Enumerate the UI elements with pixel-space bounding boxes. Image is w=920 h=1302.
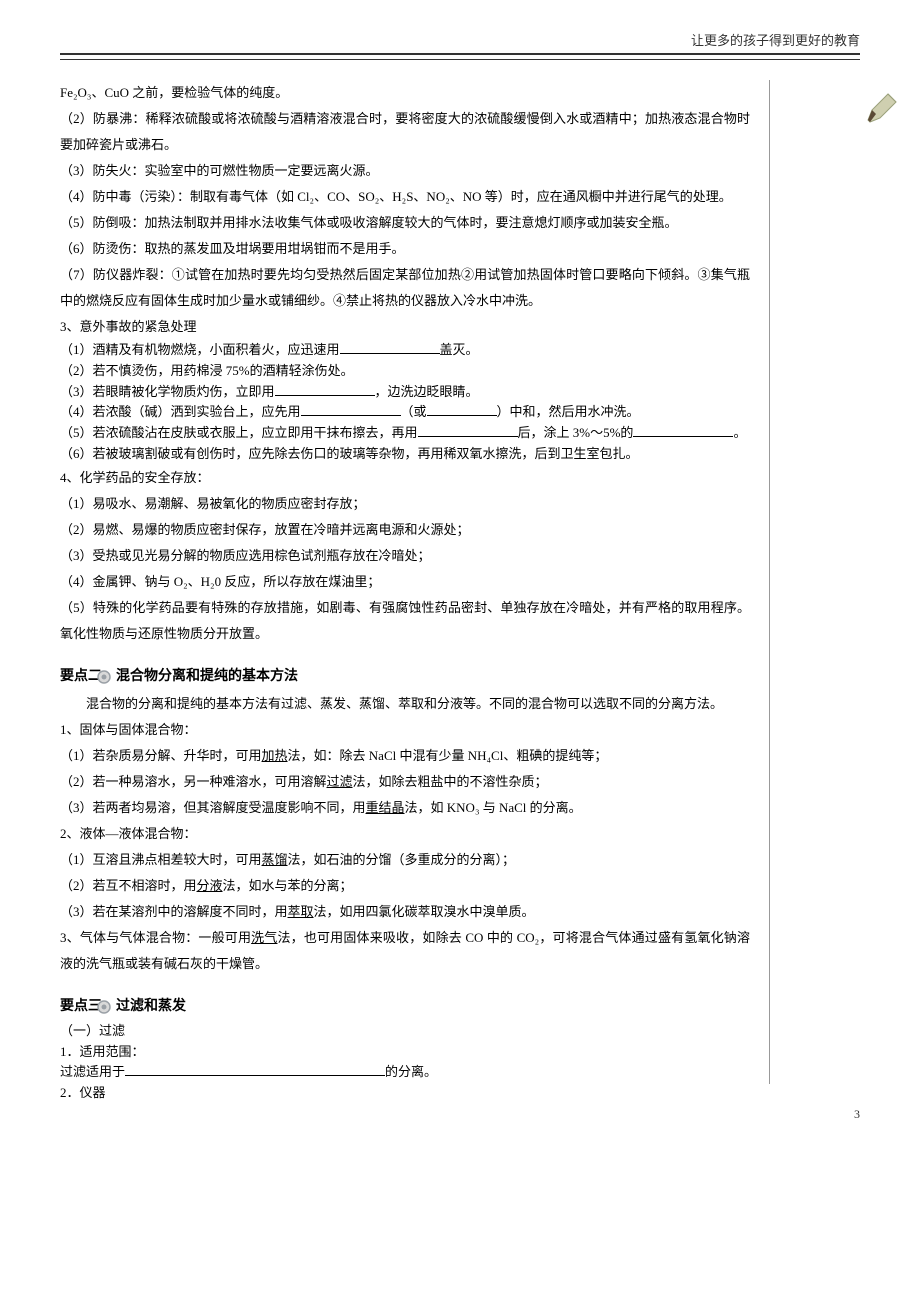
text-fragment: 法，如 KNO₃ 与 NaCl 的分离。	[405, 800, 582, 815]
bullet-marker-icon	[96, 999, 112, 1015]
text-fragment: （4）若浓酸（碱）洒到实验台上，应先用	[60, 404, 301, 419]
blank-field[interactable]	[633, 424, 733, 437]
text-fragment: 法，如除去粗盐中的不溶性杂质；	[353, 774, 548, 789]
body-text: （3）防失火：实验室中的可燃性物质一定要远离火源。	[60, 158, 750, 184]
text-fragment: （3）若眼睛被化学物质灼伤，立即用	[60, 384, 275, 399]
text-fragment: 盖灭。	[440, 342, 479, 357]
text-fragment: （或	[401, 404, 427, 419]
fill-blank-line: （4）若浓酸（碱）洒到实验台上，应先用 （或 ）中和，然后用水冲洗。	[60, 402, 750, 423]
body-text: （6）若被玻璃割破或有创伤时，应先除去伤口的玻璃等杂物，再用稀双氧水擦洗，后到卫…	[60, 444, 750, 465]
underlined-term: 加热	[262, 748, 288, 763]
body-text: （2）易燃、易爆的物质应密封保存，放置在冷暗并远离电源和火源处；	[60, 517, 750, 543]
body-text: （5）防倒吸：加热法制取并用排水法收集气体或吸收溶解度较大的气体时，要注意熄灯顺…	[60, 210, 750, 236]
subheading: 3、意外事故的紧急处理	[60, 314, 750, 340]
fill-blank-line: （1）酒精及有机物燃烧，小面积着火，应迅速用 盖灭。	[60, 340, 750, 361]
header-rule	[60, 59, 860, 60]
body-text: （5）特殊的化学药品要有特殊的存放措施，如剧毒、有强腐蚀性药品密封、单独存放在冷…	[60, 595, 750, 647]
body-text: 2．仪器	[60, 1083, 750, 1104]
vertical-divider	[769, 80, 770, 1084]
header-tagline: 让更多的孩子得到更好的教育	[691, 33, 860, 48]
underlined-term: 洗气	[251, 930, 277, 945]
text-fragment: 后，涂上 3%～5%的	[518, 425, 634, 440]
text-fragment: ）中和，然后用水冲洗。	[497, 404, 640, 419]
text-fragment: （1）互溶且沸点相差较大时，可用	[60, 852, 262, 867]
text-fragment: ，边洗边眨眼睛。	[375, 384, 479, 399]
text-fragment: 法，如水与苯的分离；	[223, 878, 353, 893]
blank-field[interactable]	[427, 403, 497, 416]
text-fragment: （1）酒精及有机物燃烧，小面积着火，应迅速用	[60, 342, 340, 357]
fill-blank-line: （3）若眼睛被化学物质灼伤，立即用 ，边洗边眨眼睛。	[60, 382, 750, 403]
subheading: 1、固体与固体混合物：	[60, 717, 750, 743]
blank-field[interactable]	[301, 403, 401, 416]
body-text: （6）防烫伤：取热的蒸发皿及坩埚要用坩埚钳而不是用手。	[60, 236, 750, 262]
page-header: 让更多的孩子得到更好的教育	[60, 30, 860, 55]
blank-field[interactable]	[340, 341, 440, 354]
text-fragment: （3）若两者均易溶，但其溶解度受温度影响不同，用	[60, 800, 366, 815]
text-fragment: 过滤适用于	[60, 1064, 125, 1079]
underlined-term: 分液	[197, 878, 223, 893]
fill-blank-line: 过滤适用于 的分离。	[60, 1062, 750, 1083]
body-text: Fe₂O₃、CuO 之前，要检验气体的纯度。	[60, 80, 750, 106]
text-fragment: （5）若浓硫酸沾在皮肤或衣服上，应立即用干抹布擦去，再用	[60, 425, 418, 440]
text-fragment: （1）若杂质易分解、升华时，可用	[60, 748, 262, 763]
body-text: （2）若一种易溶水，另一种难溶水，可用溶解过滤法，如除去粗盐中的不溶性杂质；	[60, 769, 750, 795]
pencil-icon	[864, 90, 900, 131]
fill-blank-line: （5）若浓硫酸沾在皮肤或衣服上，应立即用干抹布擦去，再用 后，涂上 3%～5%的 。	[60, 423, 750, 444]
text-fragment: （2）若互不相溶时，用	[60, 878, 197, 893]
body-text: （2）若互不相溶时，用分液法，如水与苯的分离；	[60, 873, 750, 899]
body-text: （4）防中毒（污染）：制取有毒气体（如 Cl₂、CO、SO₂、H₂S、NO₂、N…	[60, 184, 750, 210]
text-fragment: 3、气体与气体混合物：一般可用	[60, 930, 251, 945]
content-column: Fe₂O₃、CuO 之前，要检验气体的纯度。 （2）防暴沸：稀释浓硫酸或将浓硫酸…	[60, 80, 860, 1104]
subheading: 2、液体—液体混合物：	[60, 821, 750, 847]
blank-field[interactable]	[275, 383, 375, 396]
section-title: 要点三：过滤和蒸发	[60, 995, 750, 1015]
text-fragment: 。	[733, 425, 746, 440]
text-fragment: 法，如用四氯化碳萃取溴水中溴单质。	[314, 904, 535, 919]
text-fragment: 法，如：除去 NaCl 中混有少量 NH₄Cl、粗碘的提纯等；	[288, 748, 608, 763]
body-text: （3）若两者均易溶，但其溶解度受温度影响不同，用重结晶法，如 KNO₃ 与 Na…	[60, 795, 750, 821]
underlined-term: 过滤	[327, 774, 353, 789]
body-text: 1．适用范围：	[60, 1042, 750, 1063]
underlined-term: 萃取	[288, 904, 314, 919]
body-text: （3）受热或见光易分解的物质应选用棕色试剂瓶存放在冷暗处；	[60, 543, 750, 569]
body-text: （一）过滤	[60, 1021, 750, 1042]
blank-field[interactable]	[125, 1063, 385, 1076]
body-text: （1）若杂质易分解、升华时，可用加热法，如：除去 NaCl 中混有少量 NH₄C…	[60, 743, 750, 769]
text-fragment: （3）若在某溶剂中的溶解度不同时，用	[60, 904, 288, 919]
body-text: （1）互溶且沸点相差较大时，可用蒸馏法，如石油的分馏（多重成分的分离）；	[60, 847, 750, 873]
bullet-marker-icon	[96, 669, 112, 685]
body-text: （7）防仪器炸裂：①试管在加热时要先均匀受热然后固定某部位加热②用试管加热固体时…	[60, 262, 750, 314]
underlined-term: 重结晶	[366, 800, 405, 815]
blank-field[interactable]	[418, 424, 518, 437]
body-text: （4）金属钾、钠与 O₂、H₂0 反应，所以存放在煤油里；	[60, 569, 750, 595]
body-text: （1）易吸水、易潮解、易被氧化的物质应密封存放；	[60, 491, 750, 517]
page-number: 3	[854, 1107, 860, 1122]
body-text: （3）若在某溶剂中的溶解度不同时，用萃取法，如用四氯化碳萃取溴水中溴单质。	[60, 899, 750, 925]
page: 让更多的孩子得到更好的教育 Fe₂O₃、CuO 之前，要检验气体的纯度。 （2）…	[0, 0, 920, 1134]
text-fragment: 的分离。	[385, 1064, 437, 1079]
body-text: 3、气体与气体混合物：一般可用洗气法，也可用固体来吸收，如除去 CO 中的 CO…	[60, 925, 750, 977]
section-title: 要点二：混合物分离和提纯的基本方法	[60, 665, 750, 685]
subheading: 4、化学药品的安全存放：	[60, 465, 750, 491]
body-text: （2）若不慎烫伤，用药棉浸 75%的酒精轻涂伤处。	[60, 361, 750, 382]
text-fragment: （2）若一种易溶水，另一种难溶水，可用溶解	[60, 774, 327, 789]
body-text: （2）防暴沸：稀释浓硫酸或将浓硫酸与酒精溶液混合时，要将密度大的浓硫酸缓慢倒入水…	[60, 106, 750, 158]
body-text: 混合物的分离和提纯的基本方法有过滤、蒸发、蒸馏、萃取和分液等。不同的混合物可以选…	[60, 691, 750, 717]
underlined-term: 蒸馏	[262, 852, 288, 867]
text-fragment: 法，如石油的分馏（多重成分的分离）；	[288, 852, 516, 867]
